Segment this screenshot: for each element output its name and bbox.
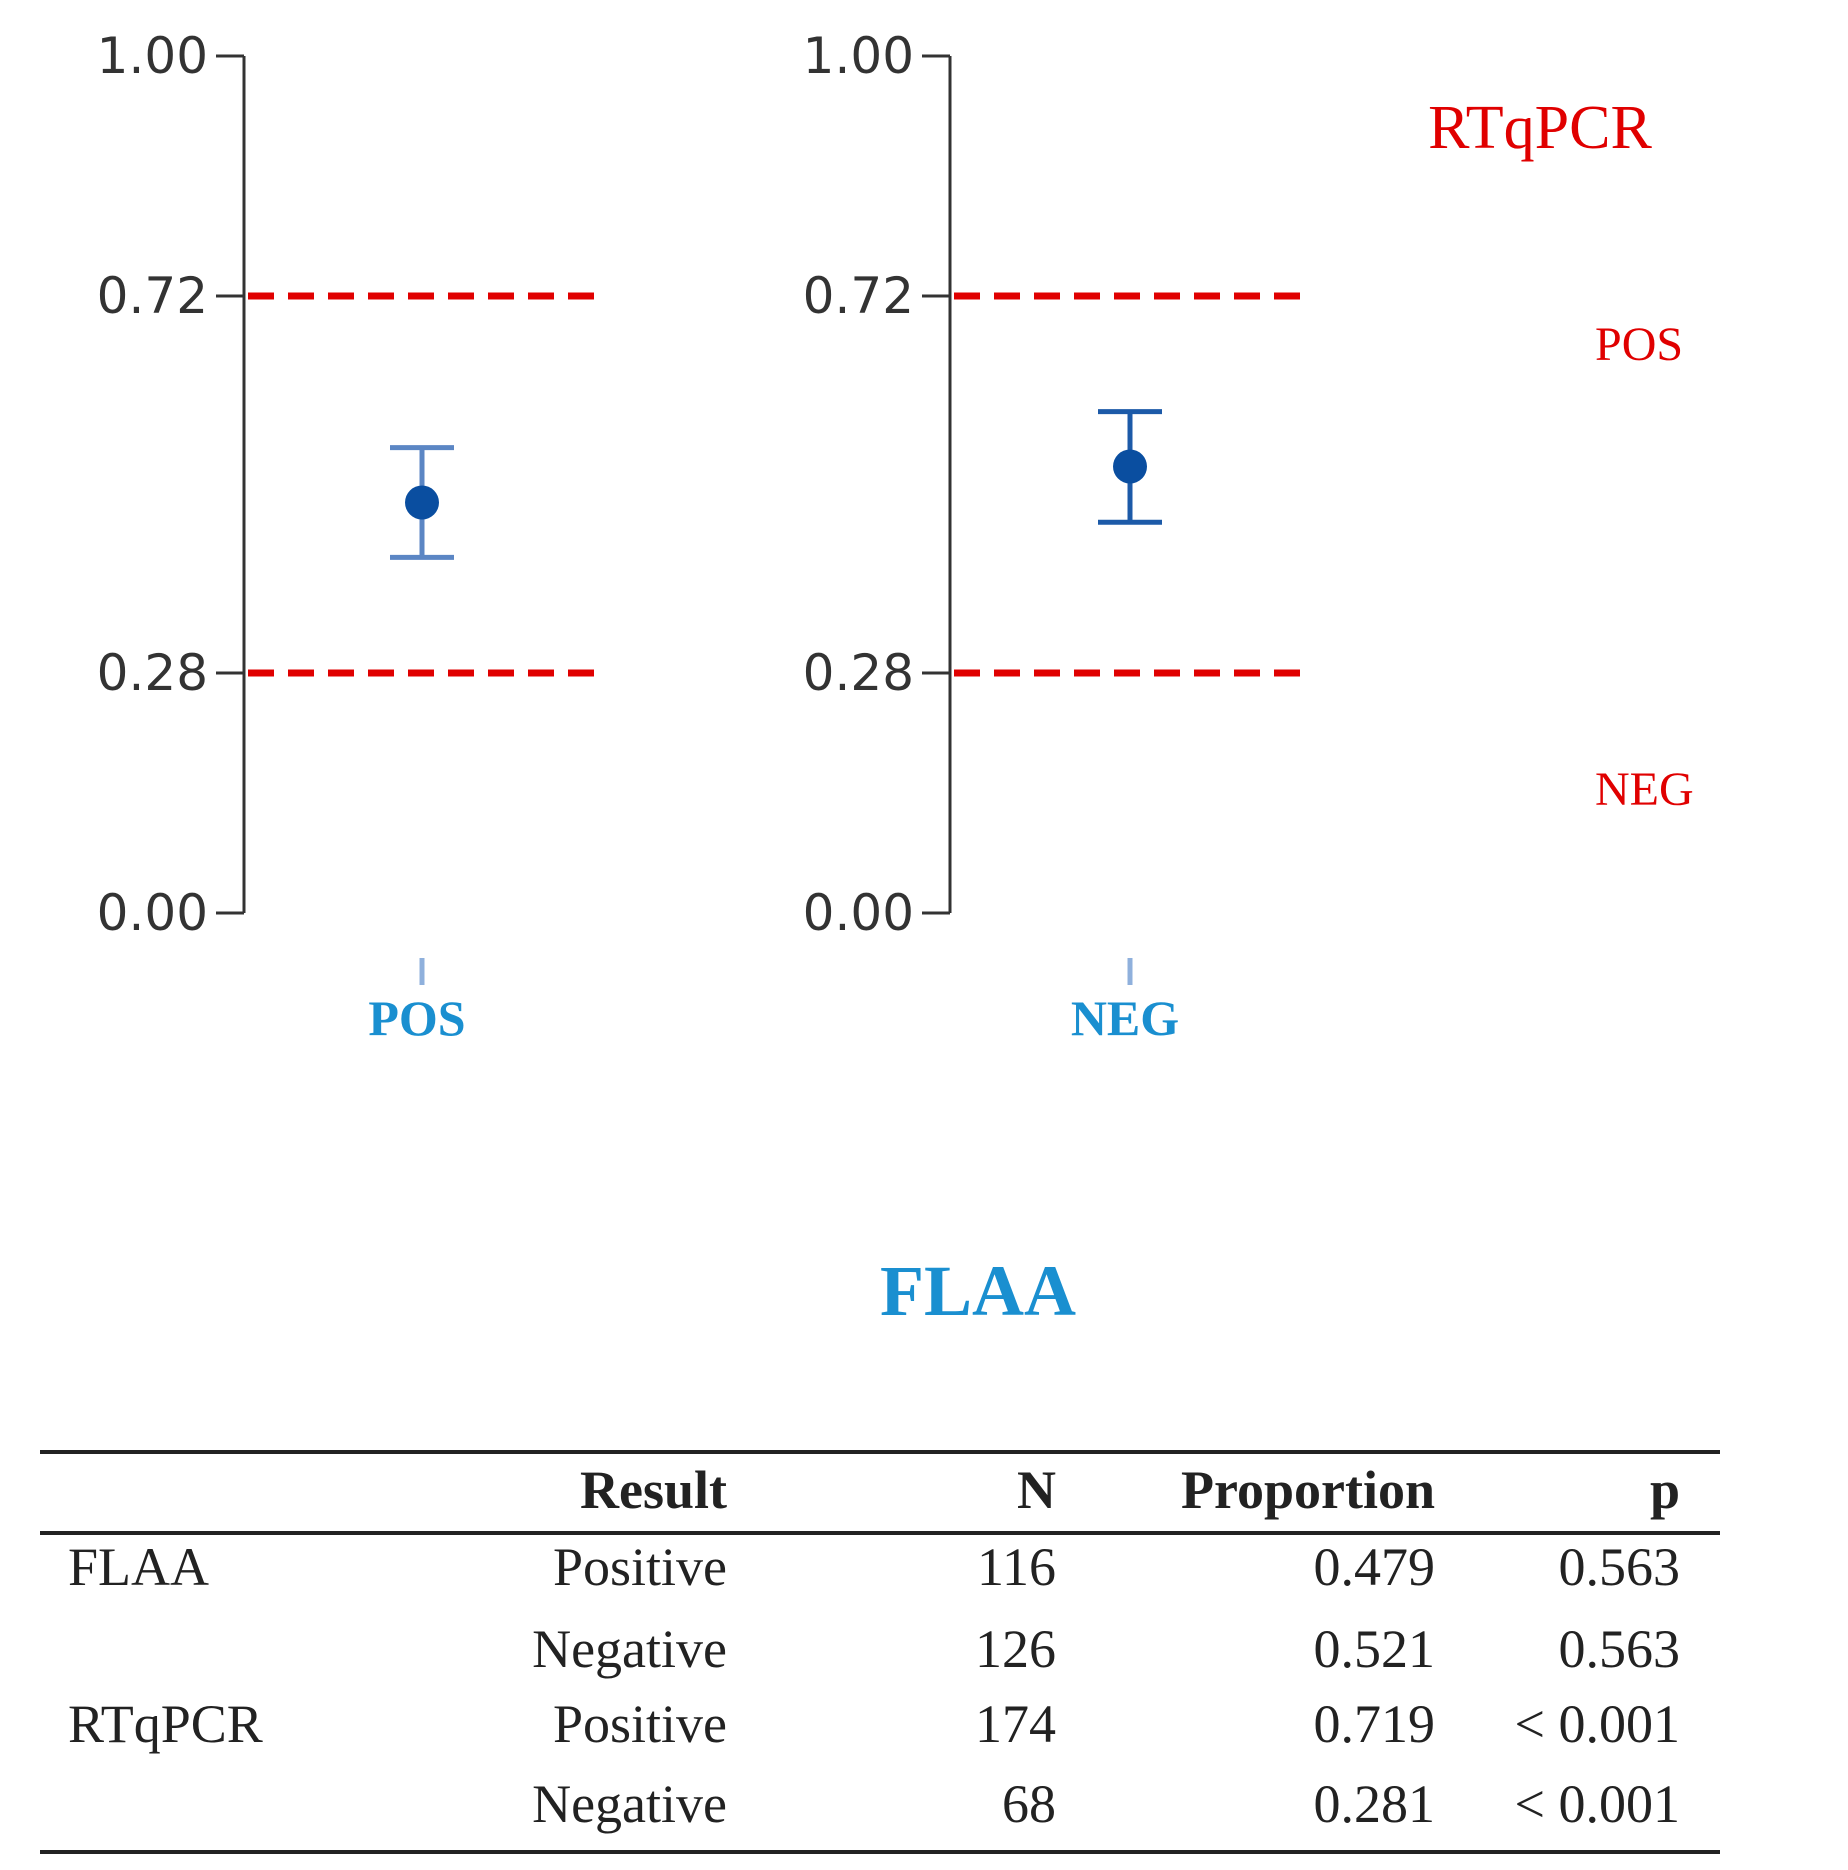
table-cell-proportion: 0.719 — [1314, 1694, 1436, 1754]
right-y-tick-label: 0.00 — [803, 884, 914, 942]
table-cell-result: Negative — [532, 1774, 727, 1834]
left-panel: 0.00 0.28 0.72 1.00 POS — [97, 27, 600, 1046]
table-cell-p: < 0.001 — [1515, 1774, 1680, 1834]
right-point — [1113, 449, 1147, 484]
left-y-tick-label: 0.72 — [97, 267, 208, 325]
left-category-label: POS — [368, 990, 465, 1046]
x-axis-title: FLAA — [880, 1251, 1076, 1331]
left-point — [405, 485, 439, 520]
table-cell-group: RTqPCR — [68, 1694, 263, 1754]
table-cell-n: 174 — [975, 1694, 1056, 1754]
left-y-tick-label: 0.00 — [97, 884, 208, 942]
table-cell-p: < 0.001 — [1515, 1694, 1680, 1754]
header-p: p — [1650, 1460, 1680, 1520]
left-y-tick-label: 0.28 — [97, 644, 208, 702]
table-cell-group: FLAA — [68, 1537, 209, 1597]
table-cell-result: Positive — [553, 1537, 727, 1597]
right-y-tick-label: 0.72 — [803, 267, 914, 325]
header-n: N — [1017, 1460, 1056, 1520]
right-category-label: NEG — [1071, 990, 1179, 1046]
table-cell-proportion: 0.521 — [1314, 1619, 1436, 1679]
table-cell-p: 0.563 — [1559, 1619, 1681, 1679]
table-cell-n: 116 — [977, 1537, 1056, 1597]
table-cell-n: 68 — [1002, 1774, 1056, 1834]
table-cell-proportion: 0.281 — [1314, 1774, 1436, 1834]
table-cell-result: Negative — [532, 1619, 727, 1679]
table-cell-result: Positive — [553, 1694, 727, 1754]
right-y-tick-label: 1.00 — [803, 27, 914, 85]
table-cell-n: 126 — [975, 1619, 1056, 1679]
table-cell-proportion: 0.479 — [1314, 1537, 1436, 1597]
ref-label-pos: POS — [1595, 318, 1683, 371]
legend-title: RTqPCR — [1428, 94, 1652, 162]
summary-table: Result N Proportion p FLAA Positive 116 … — [40, 1450, 1720, 1854]
table-cell-p: 0.563 — [1559, 1537, 1681, 1597]
ref-label-neg: NEG — [1595, 763, 1694, 816]
right-y-tick-label: 0.28 — [803, 644, 914, 702]
left-y-tick-label: 1.00 — [97, 27, 208, 85]
header-proportion: Proportion — [1181, 1460, 1435, 1520]
right-panel: 0.00 0.28 0.72 1.00 NEG — [803, 27, 1305, 1046]
header-result: Result — [580, 1460, 727, 1520]
